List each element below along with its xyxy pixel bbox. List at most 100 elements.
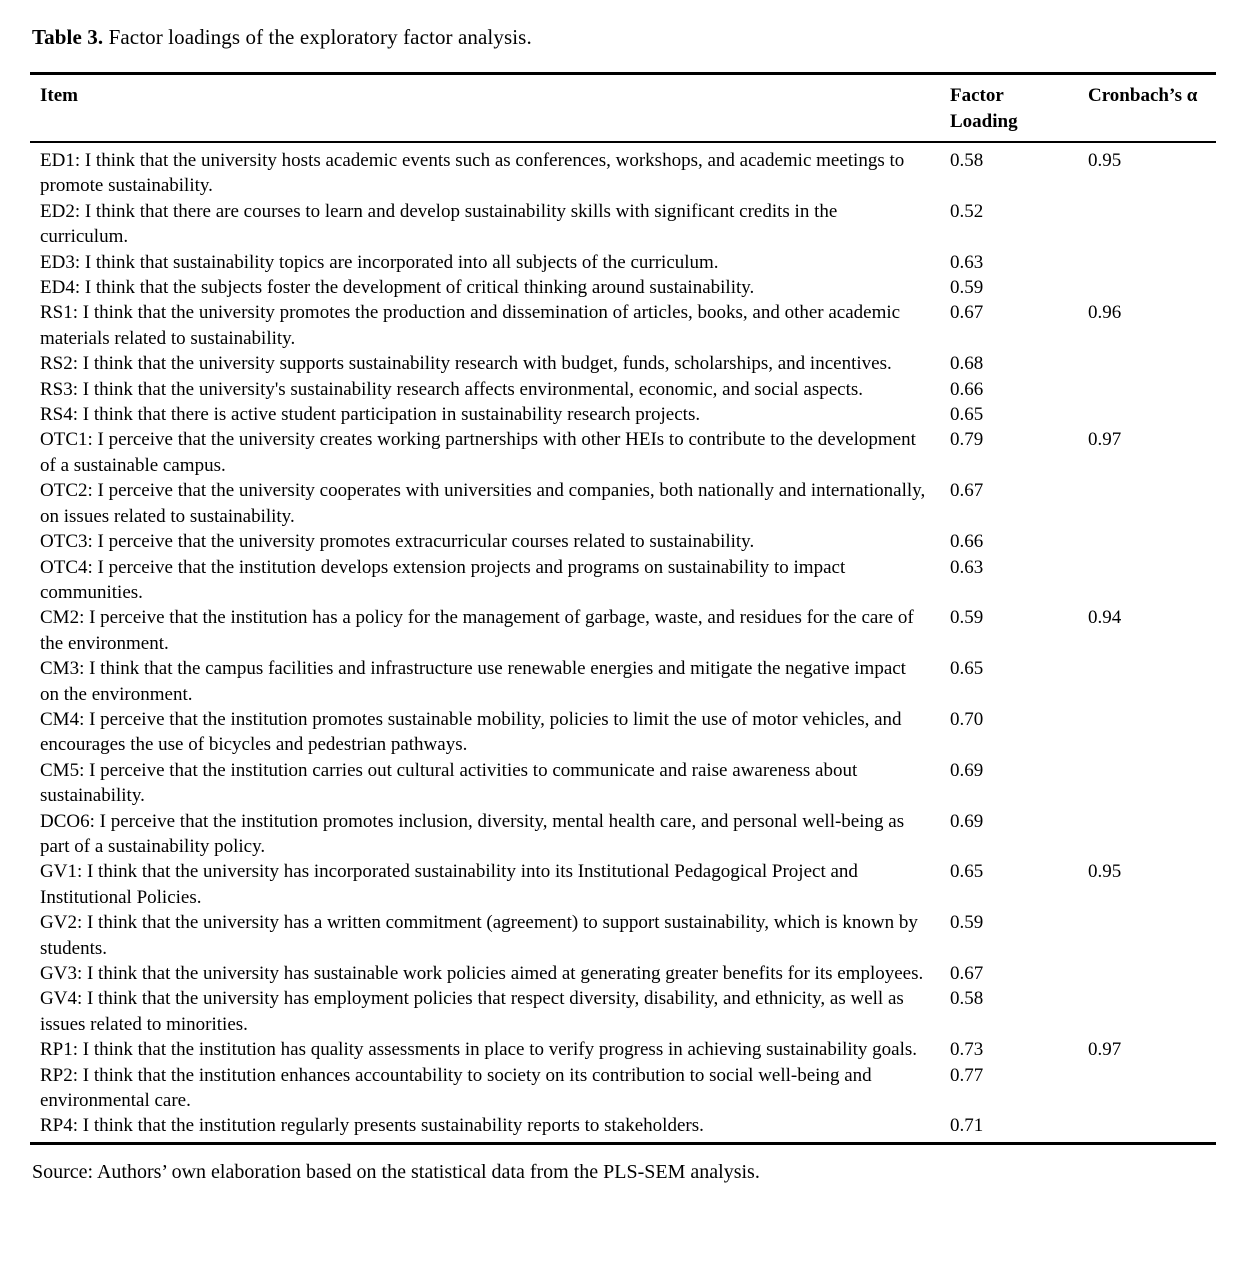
table-row: GV4: I think that the university has emp…	[30, 986, 1216, 1037]
item-cell: OTC2: I perceive that the university coo…	[40, 480, 926, 527]
alpha-cell	[1088, 809, 1216, 860]
header-item: Item	[40, 85, 78, 106]
header-factor-loading-text: Factor Loading	[950, 85, 1018, 132]
item-cell: DCO6: I perceive that the institution pr…	[40, 810, 905, 857]
header-factor-loading: Factor Loading	[950, 74, 1088, 143]
item-cell: RS3: I think that the university's susta…	[40, 378, 864, 400]
table-row: RS4: I think that there is active studen…	[30, 402, 1216, 427]
item-cell: RP4: I think that the institution regula…	[40, 1115, 704, 1137]
item-cell: RP2: I think that the institution enhanc…	[40, 1064, 872, 1112]
table-row: ED2: I think that there are courses to l…	[30, 199, 1216, 250]
loading-cell: 0.79	[950, 429, 984, 451]
loading-cell: 0.66	[950, 378, 984, 400]
loading-cell: 0.66	[950, 531, 984, 553]
loading-cell: 0.73	[950, 1039, 984, 1061]
alpha-cell: 0.94	[1088, 607, 1122, 629]
table-row: RS1: I think that the university promote…	[30, 300, 1216, 351]
item-cell: CM5: I perceive that the institution car…	[40, 759, 858, 807]
table-row: ED1: I think that the university hosts a…	[30, 142, 1216, 199]
item-cell: GV3: I think that the university has sus…	[40, 963, 924, 984]
item-cell: GV1: I think that the university has inc…	[40, 861, 858, 908]
factor-loadings-table: Item Factor Loading Cronbach’s α ED1: I …	[30, 72, 1216, 1145]
alpha-cell: 0.95	[1088, 861, 1122, 883]
table-row: ED4: I think that the subjects foster th…	[30, 275, 1216, 300]
loading-cell: 0.58	[950, 150, 984, 171]
alpha-cell	[1088, 707, 1216, 758]
loading-cell: 0.59	[950, 912, 984, 934]
table-row: OTC4: I perceive that the institution de…	[30, 555, 1216, 606]
alpha-cell	[1088, 275, 1216, 300]
loading-cell: 0.67	[950, 302, 984, 324]
alpha-cell	[1088, 961, 1216, 986]
loading-cell: 0.63	[950, 251, 984, 273]
alpha-cell: 0.97	[1088, 429, 1122, 451]
alpha-cell	[1088, 1063, 1216, 1114]
item-cell: OTC4: I perceive that the institution de…	[40, 556, 846, 603]
alpha-cell	[1088, 529, 1216, 554]
header-cronbach-alpha-text: Cronbach’s α	[1088, 85, 1198, 106]
header-row: Item Factor Loading Cronbach’s α	[30, 74, 1216, 143]
table-row: OTC1: I perceive that the university cre…	[30, 427, 1216, 478]
alpha-cell	[1088, 351, 1216, 376]
item-cell: OTC3: I perceive that the university pro…	[40, 531, 755, 553]
table-row: OTC3: I perceive that the university pro…	[30, 529, 1216, 554]
table-row: CM4: I perceive that the institution pro…	[30, 707, 1216, 758]
table-row: RP4: I think that the institution regula…	[30, 1113, 1216, 1143]
item-cell: CM3: I think that the campus facilities …	[40, 658, 906, 705]
table-row: CM3: I think that the campus facilities …	[30, 656, 1216, 707]
table-row: RS3: I think that the university's susta…	[30, 377, 1216, 402]
loading-cell: 0.67	[950, 963, 984, 984]
loading-cell: 0.70	[950, 708, 984, 730]
table-row: CM2: I perceive that the institution has…	[30, 605, 1216, 656]
loading-cell: 0.68	[950, 353, 984, 375]
item-cell: RS4: I think that there is active studen…	[40, 404, 701, 426]
table-row: RP2: I think that the institution enhanc…	[30, 1063, 1216, 1114]
loading-cell: 0.67	[950, 480, 984, 502]
item-cell: GV2: I think that the university has a w…	[40, 912, 918, 959]
alpha-cell: 0.96	[1088, 302, 1122, 324]
item-cell: CM2: I perceive that the institution has…	[40, 607, 914, 654]
header-cronbach-alpha: Cronbach’s α	[1088, 74, 1216, 143]
alpha-cell: 0.97	[1088, 1039, 1122, 1061]
loading-cell: 0.65	[950, 861, 984, 883]
alpha-cell	[1088, 1113, 1216, 1143]
loading-cell: 0.69	[950, 810, 984, 832]
alpha-cell: 0.95	[1088, 150, 1122, 171]
loading-cell: 0.65	[950, 404, 984, 426]
table-row: RS2: I think that the university support…	[30, 351, 1216, 376]
table-row: GV3: I think that the university has sus…	[30, 961, 1216, 986]
item-cell: RS2: I think that the university support…	[40, 353, 892, 375]
alpha-cell	[1088, 758, 1216, 809]
alpha-cell	[1088, 656, 1216, 707]
alpha-cell	[1088, 478, 1216, 529]
alpha-cell	[1088, 402, 1216, 427]
item-cell: CM4: I perceive that the institution pro…	[40, 708, 902, 756]
loading-cell: 0.63	[950, 556, 984, 578]
table-row: RP1: I think that the institution has qu…	[30, 1037, 1216, 1062]
table-title-caption: Factor loadings of the exploratory facto…	[103, 25, 532, 49]
table-title-label: Table 3.	[32, 25, 104, 49]
alpha-cell	[1088, 910, 1216, 961]
loading-cell: 0.65	[950, 658, 984, 680]
loading-cell: 0.58	[950, 988, 984, 1010]
table-row: GV1: I think that the university has inc…	[30, 859, 1216, 910]
alpha-cell	[1088, 199, 1216, 250]
loading-cell: 0.71	[950, 1115, 984, 1137]
table-row: ED3: I think that sustainability topics …	[30, 250, 1216, 275]
item-cell: RP1: I think that the institution has qu…	[40, 1039, 918, 1061]
table-row: OTC2: I perceive that the university coo…	[30, 478, 1216, 529]
loading-cell: 0.59	[950, 277, 984, 299]
item-cell: ED1: I think that the university hosts a…	[40, 150, 905, 197]
item-cell: RS1: I think that the university promote…	[40, 302, 901, 349]
loading-cell: 0.77	[950, 1064, 984, 1086]
alpha-cell	[1088, 555, 1216, 606]
table-row: GV2: I think that the university has a w…	[30, 910, 1216, 961]
loading-cell: 0.69	[950, 759, 984, 781]
item-cell: GV4: I think that the university has emp…	[40, 988, 904, 1035]
source-note: Source: Authors’ own elaboration based o…	[32, 1160, 760, 1183]
table-header: Item Factor Loading Cronbach’s α	[30, 74, 1216, 143]
table-row: DCO6: I perceive that the institution pr…	[30, 809, 1216, 860]
table-body: ED1: I think that the university hosts a…	[30, 142, 1216, 1143]
item-cell: ED2: I think that there are courses to l…	[40, 200, 838, 248]
